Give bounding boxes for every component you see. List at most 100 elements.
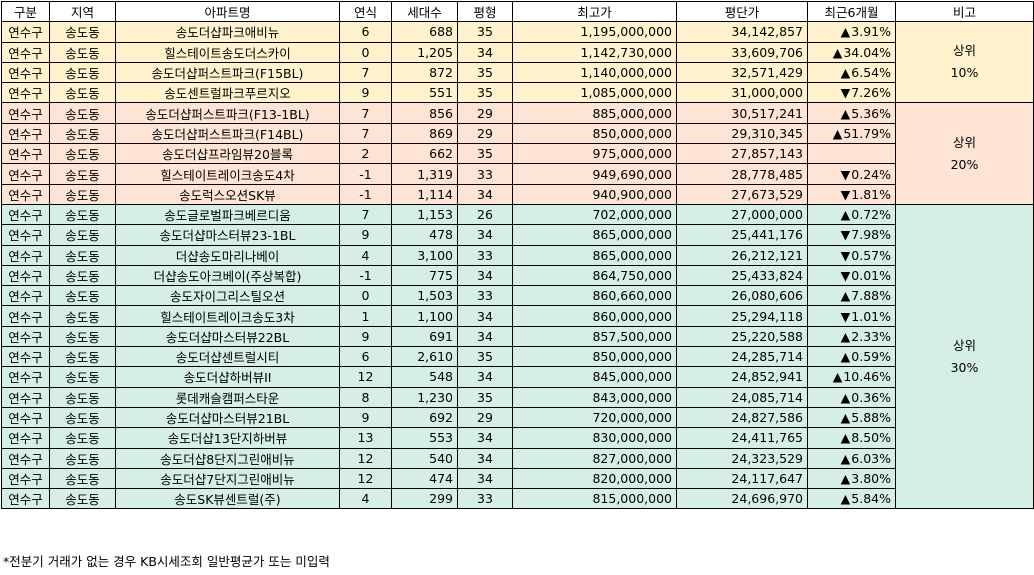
cell-size: 34 (457, 447, 513, 469)
cell-age: 7 (339, 122, 392, 145)
cell-gu: 연수구 (1, 224, 50, 246)
triangle-up-icon: ▲ (840, 288, 851, 304)
cell-units: 540 (391, 447, 458, 469)
cell-max-price: 830,000,000 (512, 427, 677, 449)
cell-apt-name: 송도더샵마스터뷰22BL (115, 325, 340, 348)
cell-change-6m: ▲51.79% (807, 122, 896, 145)
change-value: 7.88% (851, 288, 891, 304)
cell-price-per-pyeong: 27,000,000 (676, 203, 808, 226)
cell-gu: 연수구 (1, 325, 50, 348)
cell-size: 35 (457, 143, 513, 165)
cell-region: 송도동 (49, 61, 116, 84)
cell-max-price: 885,000,000 (512, 102, 677, 124)
change-value: 7.98% (851, 227, 891, 243)
change-value: 2.33% (851, 328, 891, 344)
col-header-price-per-pyeong: 평단가 (676, 0, 808, 23)
triangle-down-icon: ▼ (840, 186, 851, 202)
cell-apt-name: 힐스테이트레이크송도4차 (115, 163, 340, 185)
cell-apt-name: 송도더샵퍼스트파크(F15BL) (115, 61, 340, 84)
cell-units: 1,503 (391, 285, 458, 307)
table-row: 연수구 송도동 송도럭스오션SK뷰 -1 1,114 34 940,900,000 27,67… (1, 183, 1034, 205)
change-value: 6.03% (851, 450, 891, 466)
cell-units: 1,319 (391, 163, 458, 185)
table-row: 연수구 송도동 송도더샵마스터뷰23-1BL 9 478 34 865,000,000 25,… (1, 224, 1034, 246)
col-header-change-6m: 최근6개월 (807, 0, 896, 23)
cell-gu: 연수구 (1, 305, 50, 327)
cell-price-per-pyeong: 33,609,706 (676, 41, 808, 63)
cell-gu: 연수구 (1, 21, 50, 43)
cell-max-price: 865,000,000 (512, 244, 677, 266)
cell-price-per-pyeong: 26,212,121 (676, 244, 808, 266)
cell-units: 1,114 (391, 183, 458, 205)
table-row: 연수구 송도동 송도더샵13단지하버뷰 13 553 34 830,000,000 24,41… (1, 427, 1034, 449)
cell-apt-name: 송도글로벌파크베르디움 (115, 203, 340, 226)
cell-age: 6 (339, 21, 392, 43)
cell-price-per-pyeong: 25,441,176 (676, 224, 808, 246)
cell-region: 송도동 (49, 467, 116, 490)
cell-price-per-pyeong: 27,857,143 (676, 143, 808, 165)
tier-label: 상위 (952, 43, 976, 59)
cell-age: 4 (339, 488, 392, 510)
cell-size: 35 (457, 21, 513, 43)
cell-price-per-pyeong: 27,673,529 (676, 183, 808, 205)
change-value: 5.88% (851, 410, 891, 426)
cell-price-per-pyeong: 34,142,857 (676, 21, 808, 43)
cell-price-per-pyeong: 24,117,647 (676, 467, 808, 490)
cell-change-6m: ▲10.46% (807, 366, 896, 388)
cell-change-6m: ▲3.80% (807, 467, 896, 490)
cell-units: 299 (391, 488, 458, 510)
cell-apt-name: 송도더샵퍼스트파크(F13-1BL) (115, 102, 340, 124)
cell-age: 7 (339, 203, 392, 226)
table-row: 연수구 송도동 송도더샵퍼스트파크(F13-1BL) 7 856 29 885,000,00… (1, 102, 1034, 205)
cell-gu: 연수구 (1, 488, 50, 510)
cell-units: 1,205 (391, 41, 458, 63)
table-row: 연수구 송도동 송도자이그리스틸오션 0 1,503 33 860,660,000 26,08… (1, 285, 1034, 307)
change-value: 8.50% (851, 430, 891, 446)
cell-units: 548 (391, 366, 458, 388)
cell-region: 송도동 (49, 244, 116, 266)
cell-change-6m: ▲0.59% (807, 346, 896, 368)
cell-region: 송도동 (49, 406, 116, 429)
cell-price-per-pyeong: 25,220,588 (676, 325, 808, 348)
change-value: 0.36% (851, 389, 891, 405)
cell-units: 662 (391, 143, 458, 165)
cell-price-per-pyeong: 24,827,586 (676, 406, 808, 429)
cell-change-6m: ▲6.54% (807, 61, 896, 84)
cell-region: 송도동 (49, 447, 116, 469)
cell-gu: 연수구 (1, 143, 50, 165)
cell-gu: 연수구 (1, 346, 50, 368)
cell-max-price: 865,000,000 (512, 224, 677, 246)
cell-max-price: 860,660,000 (512, 285, 677, 307)
cell-size: 35 (457, 386, 513, 408)
cell-age: 2 (339, 143, 392, 165)
cell-size: 33 (457, 163, 513, 185)
col-header-max-price: 최고가 (512, 0, 677, 23)
cell-apt-name: 송도더샵파크애비뉴 (115, 21, 340, 43)
cell-gu: 연수구 (1, 183, 50, 205)
cell-region: 송도동 (49, 488, 116, 510)
cell-units: 1,230 (391, 386, 458, 408)
table-row: 연수구 송도동 송도더샵파크애비뉴 6 688 35 1,195,000,000 34,142… (1, 21, 1034, 104)
cell-units: 3,100 (391, 244, 458, 266)
table-row: 연수구 송도동 송도더샵7단지그린애비뉴 12 474 34 820,000,000 24,1… (1, 467, 1034, 490)
cell-price-per-pyeong: 30,517,241 (676, 102, 808, 124)
cell-gu: 연수구 (1, 244, 50, 266)
cell-units: 691 (391, 325, 458, 348)
cell-region: 송도동 (49, 264, 116, 287)
col-header-gu: 구분 (1, 0, 50, 23)
tier-remark: 상위 20% (895, 102, 1034, 205)
table-row: 연수구 송도동 송도더샵센트럴시티 6 2,610 35 850,000,000 24,285… (1, 346, 1034, 368)
cell-gu: 연수구 (1, 406, 50, 429)
cell-size: 29 (457, 406, 513, 429)
triangle-down-icon: ▼ (840, 85, 851, 101)
change-value: 5.36% (851, 105, 891, 121)
cell-region: 송도동 (49, 366, 116, 388)
cell-change-6m: ▲2.33% (807, 325, 896, 348)
triangle-up-icon: ▲ (840, 207, 851, 223)
cell-max-price: 860,000,000 (512, 305, 677, 327)
table-row: 연수구 송도동 힐스테이트송도더스카이 0 1,205 34 1,142,730,000 33… (1, 41, 1034, 63)
table-row: 연수구 송도동 송도더샵프라임뷰20블록 2 662 35 975,000,000 27,85… (1, 143, 1034, 165)
change-value: 3.80% (851, 470, 891, 486)
cell-change-6m: ▼1.81% (807, 183, 896, 205)
change-value: 1.81% (851, 186, 891, 202)
